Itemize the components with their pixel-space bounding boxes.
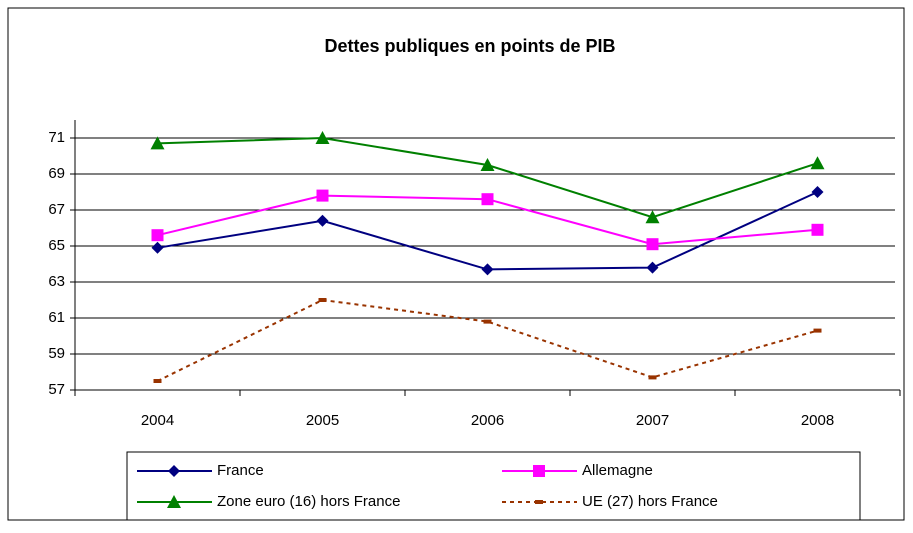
marker bbox=[151, 241, 164, 254]
marker bbox=[168, 465, 180, 477]
x-tick-label: 2007 bbox=[636, 412, 669, 429]
y-tick-label: 59 bbox=[48, 345, 65, 362]
y-tick-label: 67 bbox=[48, 201, 65, 218]
marker bbox=[481, 193, 494, 206]
chart-title: Dettes publiques en points de PIB bbox=[324, 36, 615, 56]
marker bbox=[315, 131, 330, 144]
marker bbox=[811, 223, 824, 236]
legend-box bbox=[126, 451, 861, 521]
marker bbox=[153, 379, 162, 383]
marker bbox=[481, 263, 494, 276]
marker bbox=[646, 238, 659, 251]
y-tick-label: 71 bbox=[48, 129, 65, 146]
y-tick-label: 63 bbox=[48, 273, 65, 290]
marker bbox=[535, 500, 543, 504]
marker bbox=[810, 156, 825, 170]
marker bbox=[648, 375, 657, 380]
marker bbox=[167, 495, 181, 508]
marker bbox=[316, 214, 329, 227]
chart-frame bbox=[7, 7, 905, 521]
marker bbox=[483, 319, 492, 324]
marker bbox=[151, 229, 164, 242]
marker bbox=[150, 136, 165, 150]
marker bbox=[533, 465, 545, 477]
marker bbox=[645, 210, 660, 224]
y-tick-label: 69 bbox=[48, 165, 65, 182]
x-tick-label: 2008 bbox=[801, 412, 834, 429]
y-tick-label: 65 bbox=[48, 237, 65, 254]
y-tick-label: 57 bbox=[48, 381, 65, 398]
y-tick-label: 61 bbox=[48, 309, 65, 326]
marker bbox=[646, 261, 659, 274]
marker bbox=[316, 189, 329, 202]
legend-label: UE (27) hors France bbox=[582, 493, 718, 510]
marker bbox=[318, 298, 327, 302]
legend-label: France bbox=[217, 462, 264, 479]
legend-label: Zone euro (16) hors France bbox=[217, 493, 400, 510]
marker bbox=[813, 328, 822, 333]
x-tick-label: 2006 bbox=[471, 412, 504, 429]
x-tick-label: 2005 bbox=[306, 412, 339, 429]
marker bbox=[480, 158, 495, 171]
marker bbox=[811, 186, 824, 198]
series-line bbox=[157, 298, 818, 382]
x-tick-label: 2004 bbox=[141, 412, 174, 429]
legend-label: Allemagne bbox=[582, 462, 653, 479]
